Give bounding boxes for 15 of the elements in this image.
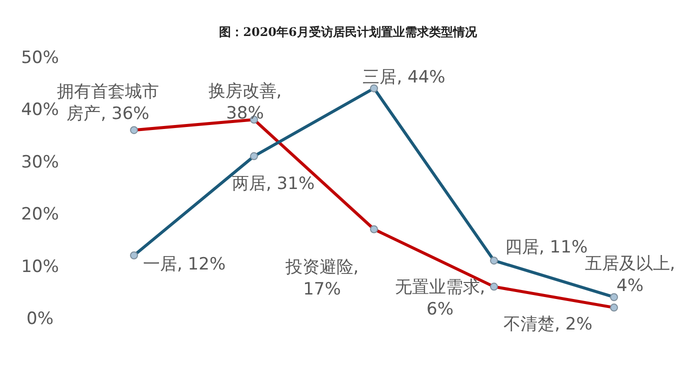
y-tick-label: 0% bbox=[26, 309, 54, 329]
data-label: 不清楚, 2% bbox=[504, 314, 592, 335]
y-tick-label: 20% bbox=[21, 204, 59, 225]
data-label: 无置业需求, 6% bbox=[394, 278, 486, 320]
y-tick-label: 30% bbox=[21, 152, 59, 172]
data-label: 投资避险, 17% bbox=[284, 257, 359, 300]
y-tick-label: 10% bbox=[21, 256, 59, 277]
chart-title: 图：2020年6月受访居民计划置业需求类型情况 bbox=[219, 25, 478, 39]
data-label: 两居, 31% bbox=[232, 174, 315, 194]
data-label: 三居, 44% bbox=[362, 67, 446, 88]
y-tick-label: 40% bbox=[21, 100, 59, 120]
data-label: 一居, 12% bbox=[143, 254, 226, 274]
data-label: 拥有首套城市房产, 36% bbox=[57, 82, 159, 124]
data-label: 换房改善, 38% bbox=[208, 82, 282, 124]
y-tick-label: 50% bbox=[21, 48, 59, 68]
